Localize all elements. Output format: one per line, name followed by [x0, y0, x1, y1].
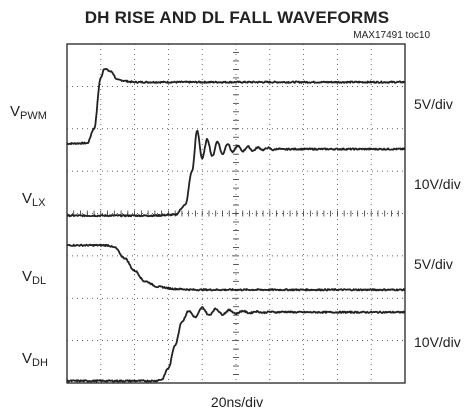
- series-label-vlx: VLX: [22, 190, 46, 209]
- x-scale-label: 20ns/div: [210, 394, 264, 410]
- scale-vdl: 5V/div: [414, 256, 453, 272]
- trace-vdl: [66, 243, 406, 292]
- chart-title: DH RISE AND DL FALL WAVEFORMS: [84, 8, 390, 27]
- traces: [66, 68, 406, 383]
- trace-vlx: [66, 129, 406, 218]
- series-label-vdl: VDL: [22, 268, 47, 287]
- scale-vpwm: 5V/div: [414, 96, 453, 112]
- trace-vpwm: [66, 68, 406, 146]
- trace-vdh: [66, 306, 406, 383]
- series-label-vpwm: VPWM: [10, 103, 47, 122]
- grid: [67, 44, 405, 383]
- figure-id: MAX17491 toc10: [353, 30, 430, 41]
- series-label-vdh: VDH: [22, 350, 48, 369]
- scale-vlx: 10V/div: [414, 176, 461, 192]
- scale-vdh: 10V/div: [414, 334, 461, 350]
